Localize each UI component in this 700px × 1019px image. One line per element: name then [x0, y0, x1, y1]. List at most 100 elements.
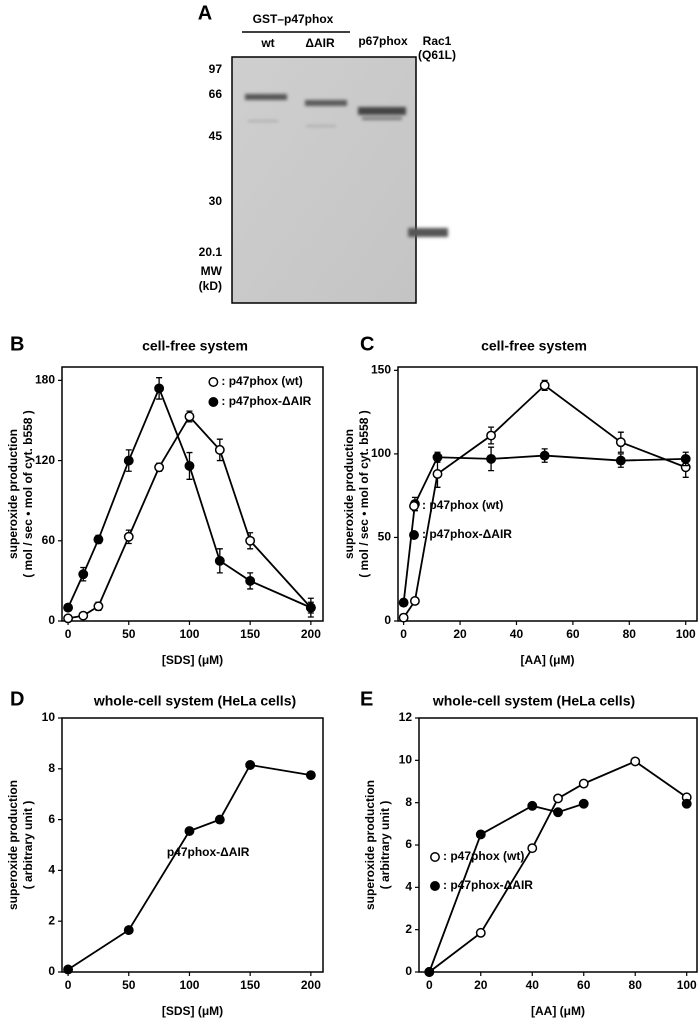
x-tick-label: 40: [526, 978, 540, 992]
legend-marker: [208, 377, 219, 387]
legend-marker: [409, 501, 419, 511]
y-tick-label: 8: [405, 795, 412, 809]
legend-label: : p47phox-ΔAIR: [221, 394, 311, 408]
mw-marker: 97: [209, 62, 223, 76]
data-point: [184, 826, 195, 836]
chart-title: whole-cell system (HeLa cells): [432, 693, 635, 709]
data-point: [398, 612, 409, 623]
x-tick-label: 20: [474, 978, 488, 992]
y-tick-label: 2: [405, 922, 412, 936]
data-point: [245, 535, 256, 546]
x-axis-label: [SDS] (μM): [162, 1004, 223, 1018]
data-point: [184, 411, 195, 422]
y-tick-label: 4: [405, 880, 412, 894]
series-line: [67, 763, 312, 971]
panel-label: E: [360, 688, 373, 710]
y-tick-label: 6: [405, 837, 412, 851]
y-tick-label: 8: [48, 761, 55, 775]
x-tick-label: 100: [676, 627, 696, 641]
data-point: [680, 453, 691, 464]
lane-label: wt: [260, 36, 274, 50]
y-tick-label: 2: [48, 913, 55, 927]
data-point: [123, 455, 134, 466]
y-tick-label: 180: [35, 373, 55, 387]
data-point: [553, 807, 563, 818]
data-point: [615, 455, 626, 466]
data-point: [78, 569, 89, 580]
y-axis-label: superoxide production: [363, 780, 377, 910]
plot-frame: [397, 366, 698, 622]
x-tick-label: 100: [179, 627, 199, 641]
data-point: [93, 601, 104, 612]
y-axis-label: superoxide production: [6, 429, 20, 559]
legend-label: : p47phox (wt): [422, 498, 503, 512]
data-point: [214, 814, 225, 825]
mw-unit: (kD): [199, 279, 222, 293]
data-point: [93, 534, 104, 545]
data-point: [578, 778, 589, 789]
x-tick-label: 0: [426, 978, 433, 992]
data-point: [424, 967, 435, 977]
x-tick-label: 0: [400, 627, 407, 641]
gel-image: [231, 56, 417, 304]
data-point: [630, 756, 641, 767]
data-point: [432, 468, 443, 479]
mw-marker: 66: [209, 87, 223, 101]
x-tick-label: 50: [122, 978, 136, 992]
y-tick-label: 60: [42, 533, 56, 547]
data-point: [475, 927, 486, 938]
mw-marker: 30: [209, 194, 223, 208]
gel-bands: [245, 94, 448, 237]
y-tick-label: 0: [48, 964, 55, 978]
y-axis-label: ( mol / sec • mol of cyt. b558 ): [357, 410, 371, 578]
panel-label: D: [10, 688, 24, 710]
mw-unit: MW: [201, 264, 223, 278]
data-point: [123, 925, 134, 936]
data-point: [184, 460, 195, 471]
data-point: [123, 531, 134, 542]
legend-marker: [208, 397, 219, 407]
data-point: [432, 452, 443, 463]
data-point: [539, 380, 550, 391]
x-tick-label: 40: [510, 627, 524, 641]
data-point: [245, 575, 256, 586]
mw-marker: 20.1: [199, 245, 223, 259]
x-tick-label: 20: [453, 627, 467, 641]
lane-label: p67phox: [358, 34, 408, 48]
y-tick-label: 0: [48, 613, 55, 627]
x-tick-label: 80: [629, 978, 643, 992]
plot-frame: [61, 366, 324, 622]
x-tick-label: 0: [65, 627, 72, 641]
data-point: [578, 798, 589, 809]
data-point: [154, 383, 165, 394]
data-point: [398, 597, 409, 608]
panel-label: C: [360, 333, 374, 355]
data-point: [245, 760, 256, 770]
x-tick-label: 200: [301, 627, 321, 641]
y-tick-label: 150: [371, 363, 391, 377]
data-point: [553, 793, 563, 804]
y-tick-label: 120: [35, 453, 55, 467]
gel-panel: A GST–p47phox wt ΔAIR p67phox Rac1 (Q61L…: [198, 2, 456, 304]
x-tick-label: 60: [566, 627, 580, 641]
legend-label: : p47phox-ΔAIR: [443, 878, 533, 892]
plot-frame: [61, 717, 324, 973]
chart-title: whole-cell system (HeLa cells): [93, 693, 296, 709]
lane-label: ΔAIR: [305, 36, 335, 50]
legend-label: : p47phox-ΔAIR: [422, 527, 512, 541]
chart-title: cell-free system: [481, 338, 587, 354]
y-tick-label: 12: [399, 710, 413, 724]
data-point: [63, 613, 74, 624]
y-tick-label: 10: [399, 753, 413, 767]
data-point: [615, 437, 626, 448]
data-point: [305, 770, 316, 781]
data-point: [154, 462, 165, 473]
x-tick-label: 60: [577, 978, 591, 992]
x-tick-label: 100: [179, 978, 199, 992]
data-point: [486, 430, 497, 441]
plot-frame: [418, 717, 698, 973]
x-tick-label: 50: [122, 627, 136, 641]
x-tick-label: 0: [65, 978, 72, 992]
y-tick-label: 0: [405, 964, 412, 978]
x-tick-label: 100: [677, 978, 697, 992]
